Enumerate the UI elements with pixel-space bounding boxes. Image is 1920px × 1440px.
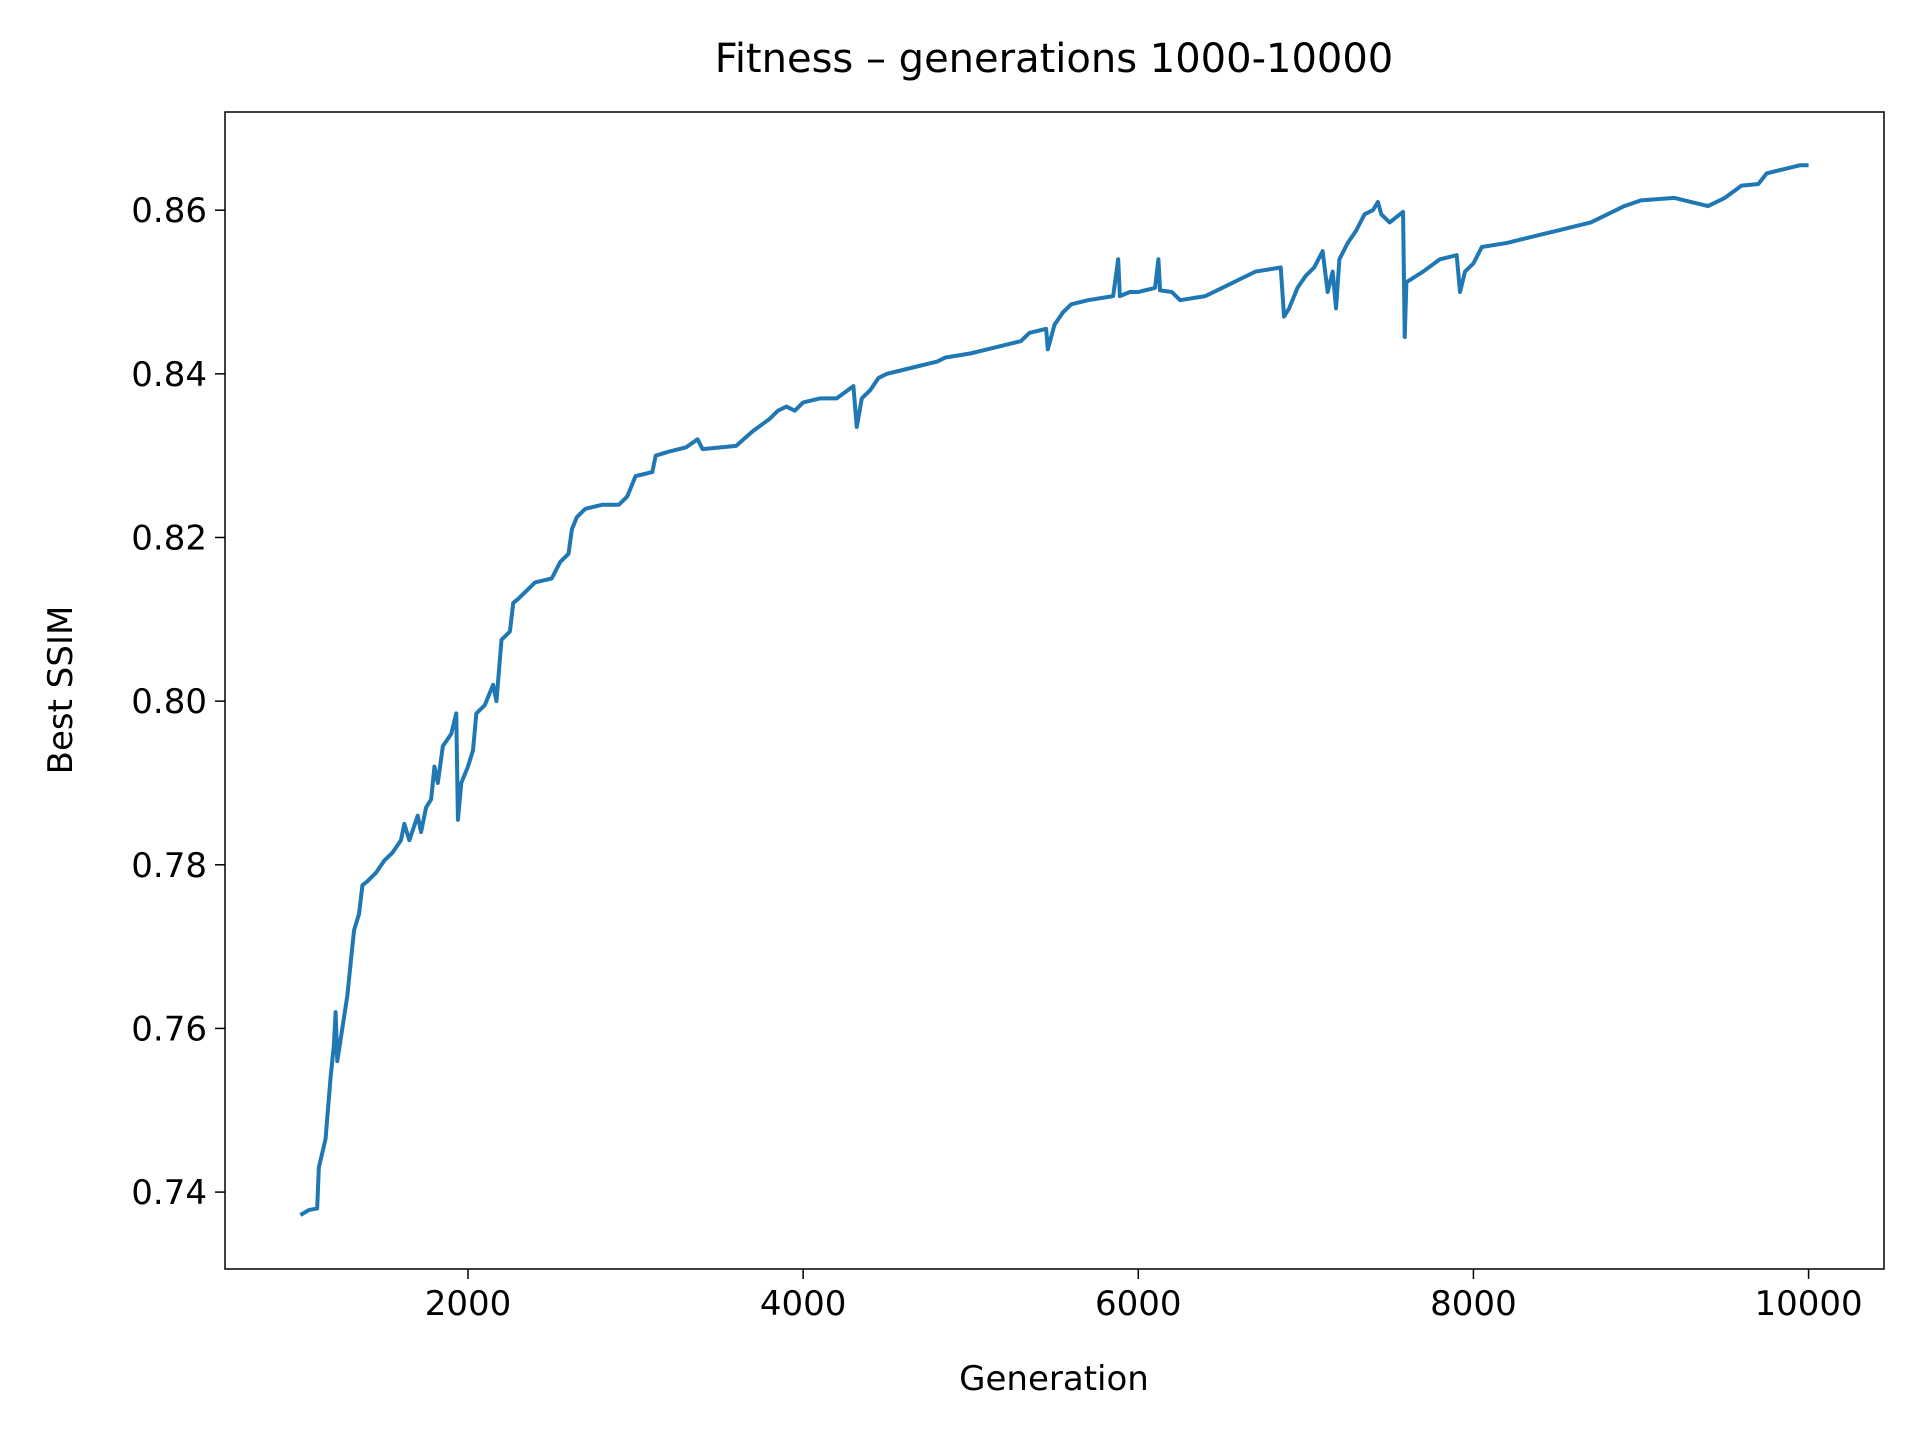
plot-frame	[224, 111, 1885, 1270]
x-tick-label: 8000	[1430, 1284, 1517, 1324]
x-tick-label: 4000	[760, 1284, 847, 1324]
y-tick-label: 0.76	[131, 1009, 207, 1049]
y-tick-label: 0.86	[131, 191, 207, 231]
y-tick-label: 0.80	[131, 682, 207, 722]
x-tick-label: 6000	[1095, 1284, 1182, 1324]
chart-title: Fitness – generations 1000-10000	[715, 36, 1394, 82]
y-tick-label: 0.82	[131, 518, 207, 558]
y-tick-label: 0.74	[131, 1173, 207, 1213]
y-axis-label: Best SSIM	[41, 606, 81, 775]
x-axis-label: Generation	[959, 1359, 1149, 1399]
y-tick-label: 0.84	[131, 355, 207, 395]
data-line	[299, 163, 1809, 1217]
y-tick-label: 0.78	[131, 846, 207, 886]
x-tick-label: 10000	[1755, 1284, 1863, 1324]
x-tick-label: 2000	[425, 1284, 512, 1324]
